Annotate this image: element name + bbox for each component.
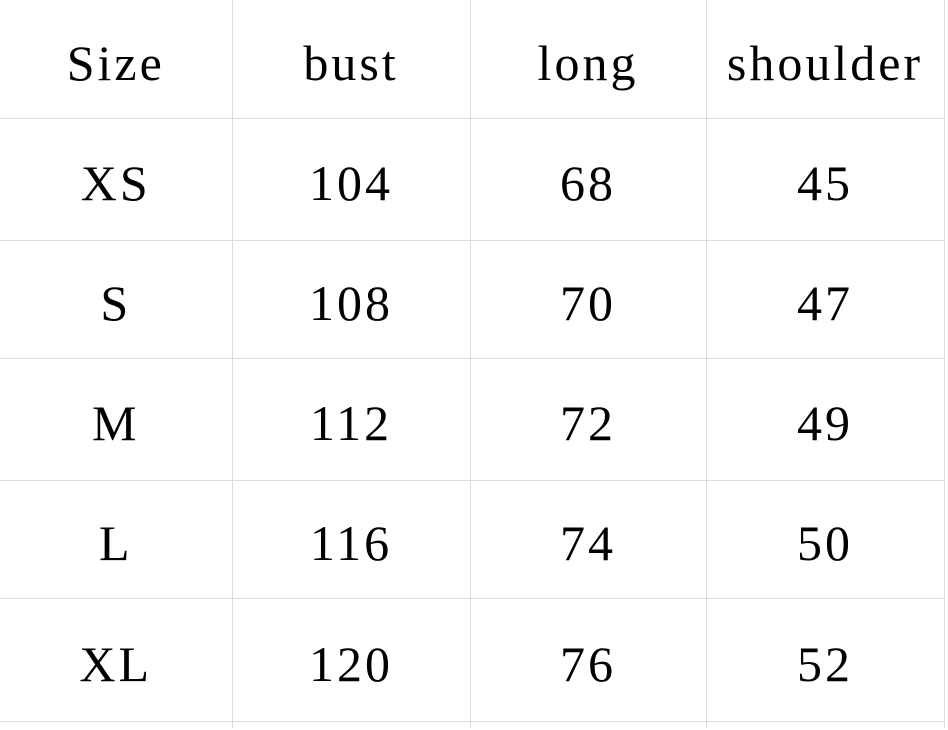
- cell-long: 72: [470, 358, 707, 481]
- cell-shoulder: 45: [706, 118, 945, 241]
- cell-shoulder: 52: [706, 598, 945, 722]
- cell-long: 76: [470, 598, 707, 722]
- header-cell-shoulder: shoulder: [706, 0, 945, 119]
- partial-cell: [470, 721, 707, 728]
- cell-size: M: [0, 358, 233, 481]
- cell-shoulder: 47: [706, 240, 945, 359]
- cell-size: S: [0, 240, 233, 359]
- cell-bust: 112: [232, 358, 471, 481]
- cell-size: XL: [0, 598, 233, 722]
- cell-long: 74: [470, 480, 707, 599]
- partial-cell: [0, 721, 233, 728]
- table-row: XL 120 76 52: [0, 598, 945, 722]
- cell-shoulder: 49: [706, 358, 945, 481]
- cell-long: 70: [470, 240, 707, 359]
- cell-size: XS: [0, 118, 233, 241]
- table-row: L 116 74 50: [0, 480, 945, 599]
- partial-cell: [232, 721, 471, 728]
- partial-cell: [706, 721, 945, 728]
- header-row: Size bust long shoulder: [0, 0, 945, 119]
- header-cell-size: Size: [0, 0, 233, 119]
- cell-shoulder: 50: [706, 480, 945, 599]
- cell-bust: 108: [232, 240, 471, 359]
- cell-long: 68: [470, 118, 707, 241]
- table-row: S 108 70 47: [0, 240, 945, 359]
- cell-bust: 120: [232, 598, 471, 722]
- header-cell-long: long: [470, 0, 707, 119]
- header-cell-bust: bust: [232, 0, 471, 119]
- table-row: M 112 72 49: [0, 358, 945, 481]
- table-row: XS 104 68 45: [0, 118, 945, 241]
- cell-size: L: [0, 480, 233, 599]
- cell-bust: 104: [232, 118, 471, 241]
- cell-bust: 116: [232, 480, 471, 599]
- partial-next-row: [0, 721, 945, 728]
